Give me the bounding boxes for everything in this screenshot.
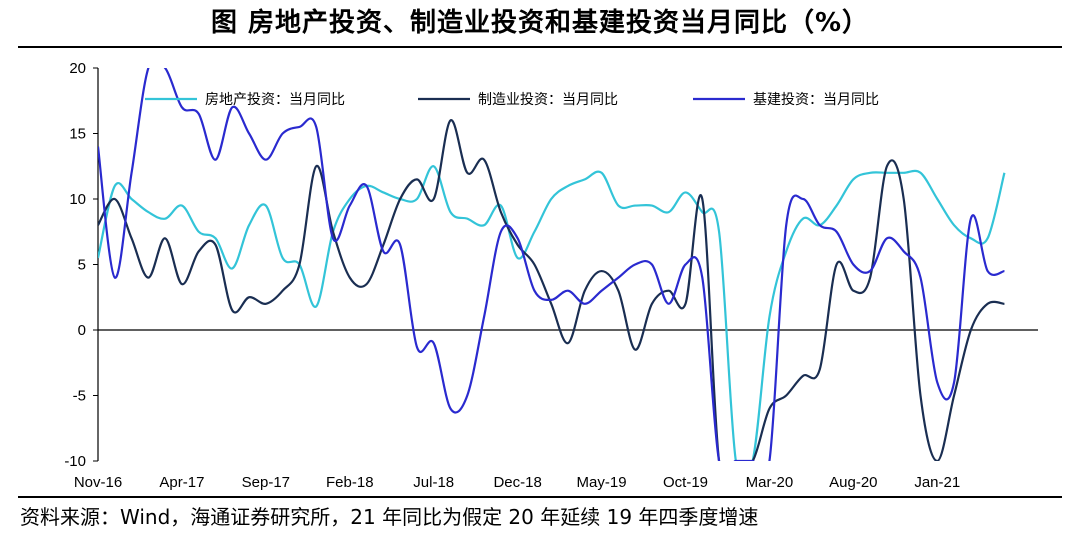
x-tick-label: Jul-18 (413, 474, 454, 491)
x-tick-label: Oct-19 (663, 474, 708, 491)
x-tick-label: Sep-17 (242, 474, 290, 491)
source-rule (18, 496, 1062, 498)
y-tick-label: 20 (69, 60, 86, 77)
legend-label-manufacturing: 制造业投资：当月同比 (478, 92, 618, 108)
x-tick-label: Aug-20 (829, 474, 877, 491)
legend: 房地产投资：当月同比 制造业投资：当月同比 基建投资：当月同比 (145, 91, 879, 108)
real-estate-investment-line (98, 165, 1006, 461)
series-group (98, 68, 1006, 461)
y-tick-label: 10 (69, 191, 86, 208)
manufacturing-investment-line (98, 119, 1005, 461)
x-tick-label: Jan-21 (914, 474, 960, 491)
x-tick-label: Dec-18 (493, 474, 541, 491)
source-note: 资料来源：Wind，海通证券研究所，21 年同比为假定 20 年延续 19 年四… (20, 505, 759, 529)
title-rule (18, 46, 1062, 48)
legend-label-infrastructure: 基建投资：当月同比 (753, 91, 879, 108)
y-tick-label: 15 (69, 126, 86, 143)
y-tick-label: 5 (78, 257, 86, 274)
x-tick-label: May-19 (577, 474, 627, 491)
x-tick-label: Nov-16 (74, 474, 122, 491)
y-tick-label: 0 (78, 322, 86, 339)
x-tick-label: Feb-18 (326, 474, 374, 491)
infrastructure-investment-line (98, 68, 1005, 461)
legend-label-real-estate: 房地产投资：当月同比 (205, 92, 345, 108)
axes: -10 -5 0 5 10 15 20 Nov-16 Apr-17 Sep-17 Feb-18 Jul… (64, 60, 1038, 491)
y-tick-label: -10 (64, 453, 86, 470)
x-tick-label: Mar-20 (746, 474, 794, 491)
x-tick-label: Apr-17 (159, 474, 204, 491)
y-tick-label: -5 (73, 388, 86, 405)
chart-title: 图 房地产投资、制造业投资和基建投资当月同比（%） (210, 8, 870, 38)
line-chart: -10 -5 0 5 10 15 20 Nov-16 Apr-17 Sep-17 Feb-18 Jul… (64, 60, 1038, 491)
